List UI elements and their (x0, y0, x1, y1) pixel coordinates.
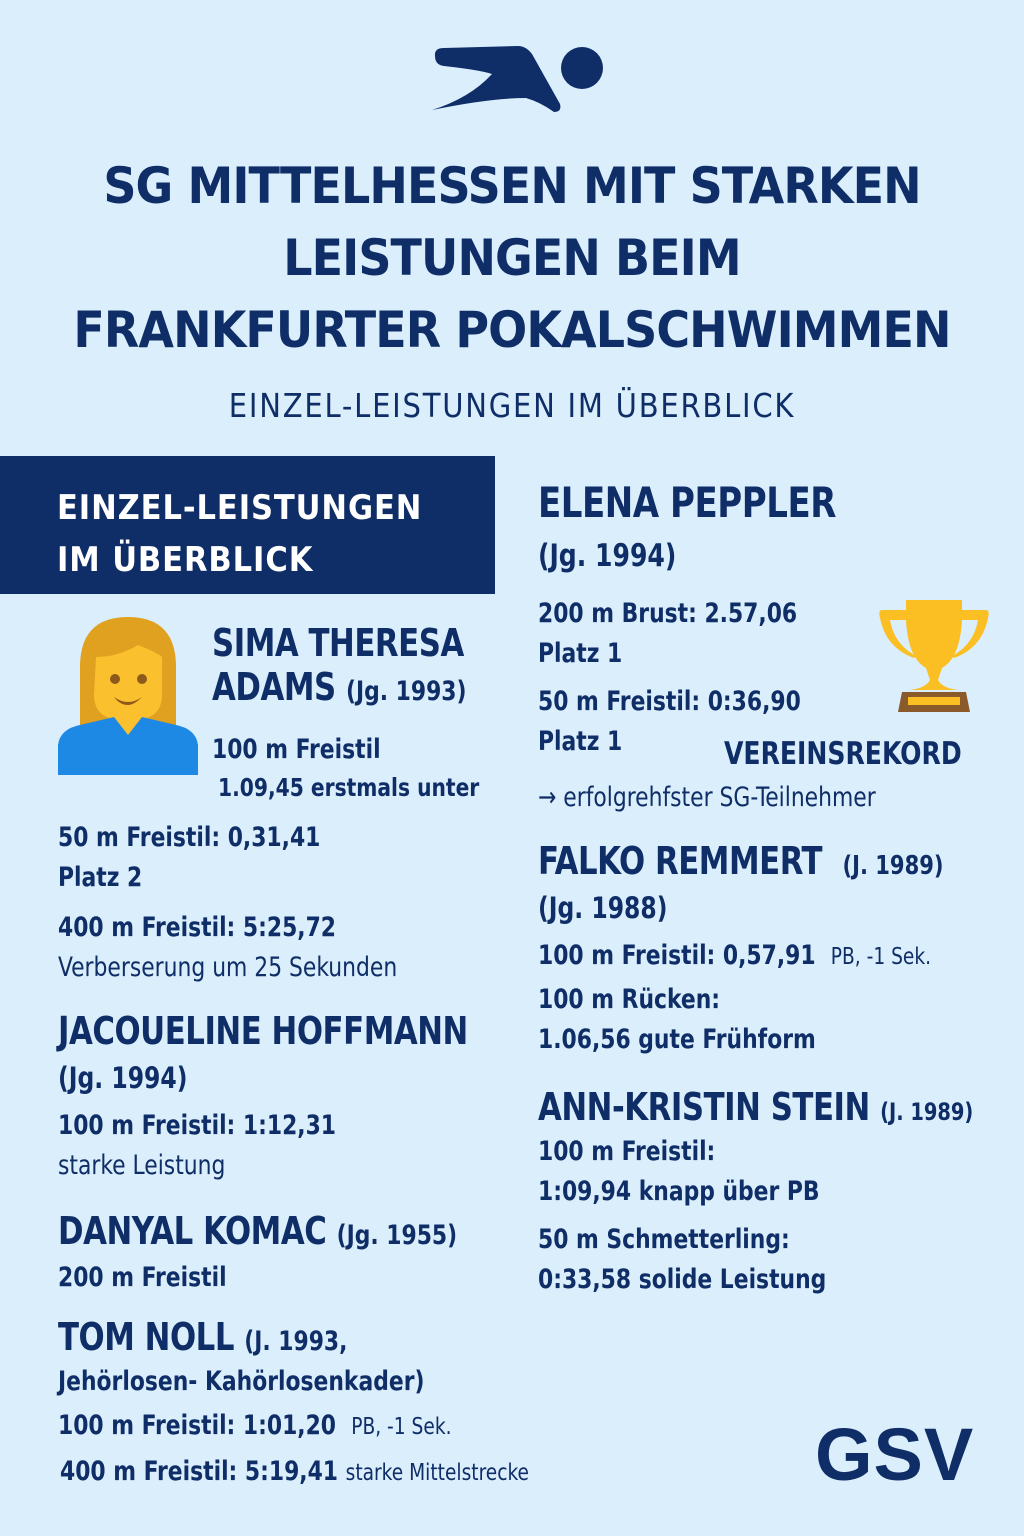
result-line: 50 m Freistil: 0,31,41 (58, 822, 321, 853)
birth-year-alt: (J. 1989) (842, 851, 944, 881)
banner-line-2: IM ÜBERBLICK (57, 540, 314, 580)
banner-line-1: EINZEL-LEISTUNGEN (57, 488, 423, 528)
result-line: Platz 2 (58, 862, 143, 893)
title-line-2: LEISTUNGEN BEIM (283, 229, 741, 287)
result-note: PB, -1 Sek. (830, 944, 932, 970)
result-note: starke Leistung (58, 1150, 226, 1181)
result-line: 100 m Freistil: 0,57,91 PB, -1 Sek. (538, 936, 931, 977)
result-line: 400 m Freistil: 5:19,41 starke Mittelstr… (60, 1452, 529, 1493)
birth-year: (Jg. 1993) (345, 676, 467, 707)
birth-year: (J. 1989) (880, 1098, 974, 1126)
birth-year: (Jg. 1994) (58, 1061, 188, 1095)
result-line: 200 m Freistil (58, 1262, 227, 1293)
result-text: 400 m Freistil: 5:19,41 (60, 1456, 339, 1487)
page-title: SG MITTELHESSEN MIT STARKEN LEISTUNGEN B… (41, 150, 983, 366)
name-text: TOM NOLL (58, 1315, 234, 1359)
result-line: 1:09,94 knapp über PB (538, 1176, 820, 1207)
athlete-name-noll: TOM NOLL (J. 1993, (58, 1314, 347, 1365)
swimmer-icon (432, 46, 603, 112)
result-note: → erfolgrehfster SG-Teilnehmer (538, 782, 876, 813)
result-note: Verberserung um 25 Sekunden (58, 952, 398, 983)
result-line: 400 m Freistil: 5:25,72 (58, 912, 337, 943)
result-line: Platz 1 (538, 726, 623, 757)
title-line-1: SG MITTELHESSEN MIT STARKEN (103, 157, 921, 215)
athlete-name-komac: DANYAL KOMAC (Jg. 1955) (58, 1208, 457, 1259)
name-text: FALKO REMMERT (538, 839, 822, 883)
birth-year: (Jg. 1988) (538, 891, 668, 925)
result-note: starke Mittelstrecke (345, 1460, 529, 1486)
subtitle: EINZEL-LEISTUNGEN IM ÜBERBLICK (228, 386, 796, 425)
result-line: 50 m Schmetterling: (538, 1224, 790, 1255)
result-text: 100 m Freistil: 1:01,20 (58, 1410, 337, 1441)
result-line: 1.09,45 erstmals unter (218, 773, 480, 802)
name-line: SIMA THERESA (212, 621, 464, 665)
club-record-badge: VEREINSREKORD (724, 736, 962, 772)
birth-year: (Jg. 1955) (336, 1220, 458, 1251)
athlete-name-remmert: FALKO REMMERT (J. 1989) (538, 838, 943, 889)
result-line: 1.06,56 gute Frühform (538, 1024, 816, 1055)
result-text: 100 m Freistil: 0,57,91 (538, 940, 816, 971)
section-banner: EINZEL-LEISTUNGEN IM ÜBERBLICK (0, 456, 495, 594)
athlete-name-stein: ANN-KRISTIN STEIN (J. 1989) (538, 1084, 973, 1135)
trophy-icon (879, 600, 989, 712)
name-text: DANYAL KOMAC (58, 1209, 327, 1253)
name-line: ADAMS (212, 665, 336, 709)
result-line: 100 m Freistil (212, 734, 381, 765)
title-line-3: FRANKFURTER POKALSCHWIMMEN (73, 301, 951, 359)
woman-avatar-icon (58, 617, 198, 775)
result-line: 100 m Rücken: (538, 984, 721, 1015)
athlete-name-peppler: ELENA PEPPLER (538, 478, 836, 527)
result-line: 0:33,58 solide Leistung (538, 1264, 827, 1295)
club-logo: GSV (815, 1413, 975, 1496)
athlete-name-hoffmann: JACOUELINE HOFFMANN (58, 1009, 468, 1053)
result-line: Jehörlosen- Kahörlosenkader) (58, 1366, 425, 1397)
athlete-name-adams: SIMA THERESA ADAMS (Jg. 1993) (212, 620, 467, 715)
result-line: 200 m Brust: 2.57,06 (538, 598, 798, 629)
result-note: PB, -1 Sek. (351, 1414, 452, 1440)
name-text: ANN-KRISTIN STEIN (538, 1085, 870, 1129)
birth-year: (J. 1993, (244, 1326, 348, 1357)
result-line: 100 m Freistil: 1:01,20 PB, -1 Sek. (58, 1406, 452, 1447)
birth-year: (Jg. 1994) (538, 538, 677, 574)
result-line: 50 m Freistil: 0:36,90 (538, 686, 801, 717)
result-line: 100 m Freistil: 1:12,31 (58, 1110, 337, 1141)
result-line: Platz 1 (538, 638, 623, 669)
result-line: 100 m Freistil: (538, 1136, 716, 1167)
